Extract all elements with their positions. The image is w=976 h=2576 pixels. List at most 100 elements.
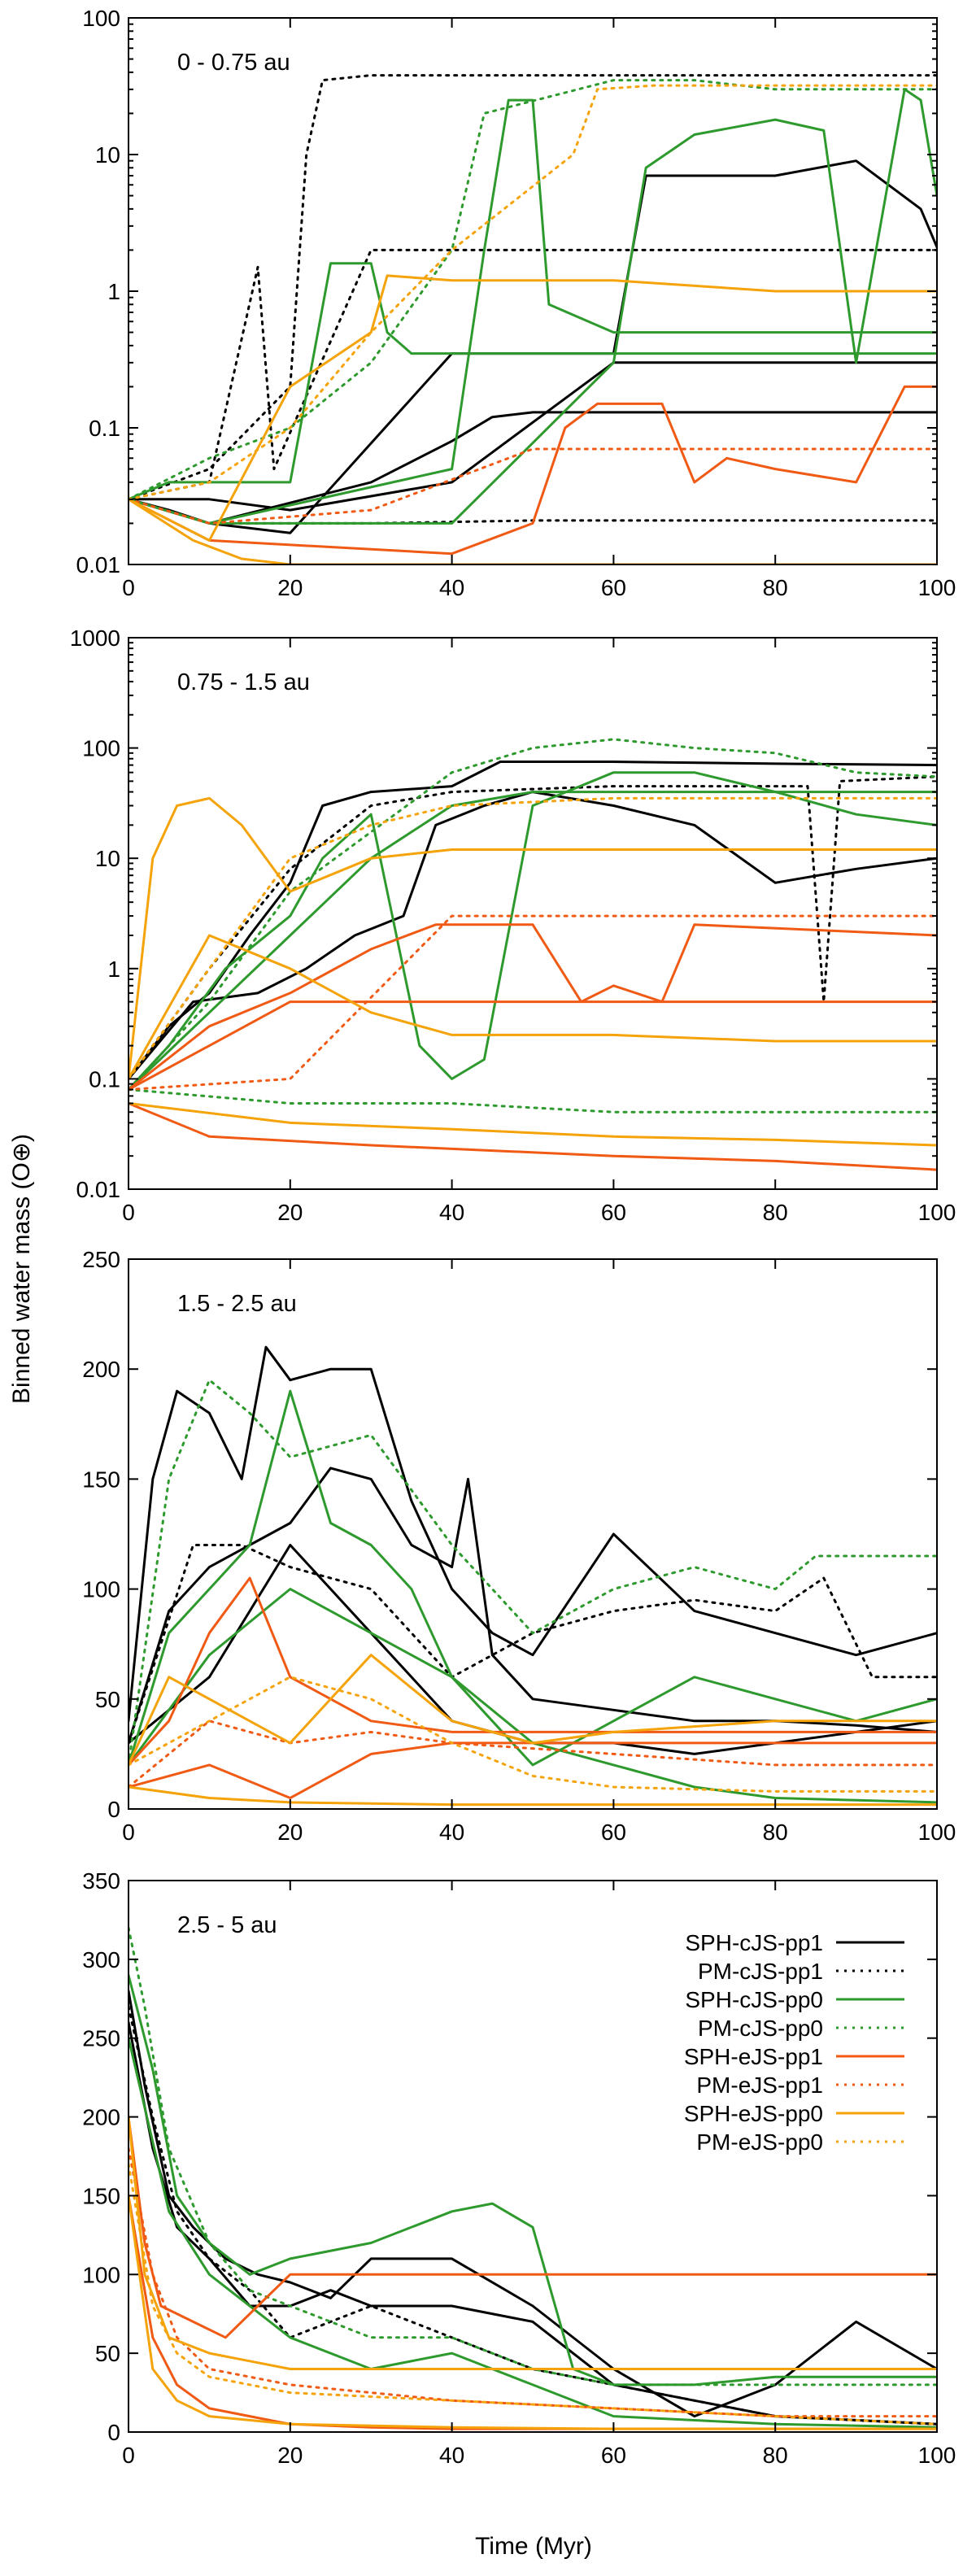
x-axis-label: Time (Myr): [475, 2533, 592, 2560]
series-line-sph-cjs-pp1: [129, 1990, 937, 2418]
series-line-sph-ejs-pp0: [129, 274, 937, 542]
series-line-pm-ejs-pp1: [129, 914, 937, 1091]
panel-title: 0.75 - 1.5 au: [177, 669, 310, 695]
x-tick-label: 40: [439, 1200, 464, 1225]
y-tick-label: 0.1: [89, 1066, 120, 1092]
series-line-pm-cjs-pp0: [129, 1088, 937, 1114]
series-line-pm-ejs-pp0: [129, 2163, 937, 2426]
series-line-sph-cjs-pp0: [129, 1389, 937, 1767]
series-group: [129, 1345, 937, 1807]
series-line-sph-ejs-pp1: [129, 1000, 937, 1091]
series-group: [129, 74, 937, 564]
series-line-sph-ejs-pp1: [129, 1102, 937, 1171]
x-tick-label: 80: [763, 1820, 788, 1845]
y-tick-label: 1: [107, 279, 120, 304]
x-tick-label: 0: [122, 575, 135, 600]
series-line-sph-ejs-pp0: [129, 2194, 937, 2430]
series-line-sph-ejs-pp0: [129, 934, 937, 1080]
panel-title: 0 - 0.75 au: [177, 50, 290, 76]
series-line-sph-cjs-pp0: [129, 2037, 937, 2429]
series-group: [129, 1926, 937, 2430]
x-tick-label: 20: [277, 2443, 303, 2468]
y-tick-label: 50: [95, 1687, 120, 1712]
series-line-pm-ejs-pp0: [129, 1676, 937, 1793]
y-tick-label: 10: [95, 846, 120, 871]
x-tick-label: 40: [439, 2443, 464, 2468]
y-tick-label: 350: [82, 1868, 120, 1894]
chart-panel-1: 0 20 40 60 80 100 0.01 0.1 1 10 100 0 - 0.75 au: [76, 6, 956, 600]
y-tick-label: 100: [82, 2262, 120, 2287]
x-tick-label: 100: [918, 1820, 956, 1845]
x-tick-label: 0: [122, 1820, 135, 1845]
y-tick-label: 200: [82, 2105, 120, 2130]
series-line-sph-ejs-pp0: [129, 1102, 937, 1147]
series-line-sph-cjs-pp1: [129, 411, 937, 525]
x-tick-label: 60: [601, 1200, 626, 1225]
series-line-sph-cjs-pp0: [129, 262, 937, 501]
plot-frame: [128, 1880, 938, 2433]
x-tick-label: 20: [277, 1200, 303, 1225]
series-line-sph-ejs-pp1: [129, 1741, 937, 1799]
series-line-sph-cjs-pp1: [129, 1345, 937, 1723]
y-axis-label: Binned water mass (O⊕): [8, 1134, 35, 1404]
series-line-pm-ejs-pp1: [129, 447, 937, 525]
series-line-sph-cjs-pp0: [129, 1588, 937, 1804]
series-line-sph-cjs-pp0: [129, 98, 937, 525]
series-line-pm-cjs-pp1: [129, 74, 937, 501]
series-line-pm-ejs-pp0: [129, 84, 937, 501]
panel-title: 1.5 - 2.5 au: [177, 1291, 297, 1317]
chart-panel-3: 0 20 40 60 80 100 0 50 100 150 200 250 1.5 - 2.5 au: [82, 1247, 956, 1845]
legend-label: PM-cJS-pp1: [698, 1959, 823, 1984]
series-line-pm-cjs-pp0: [129, 738, 937, 1091]
y-tick-label: 200: [82, 1357, 120, 1382]
series-line-sph-cjs-pp1: [129, 761, 937, 1080]
y-tick-label: 300: [82, 1947, 120, 1972]
y-tick-label: 0.01: [76, 552, 121, 578]
y-tick-label: 10: [95, 142, 120, 168]
series-line-sph-cjs-pp0: [129, 1973, 937, 2386]
x-tick-label: 60: [601, 1820, 626, 1845]
y-tick-label: 250: [82, 1247, 120, 1272]
series-line-sph-cjs-pp1: [129, 1467, 937, 1745]
series-line-pm-cjs-pp0: [129, 1379, 937, 1767]
chart-panel-2: 0 20 40 60 80 100 0.01 0.1 1 10 100 1000 0.75 - 1.5 …: [70, 625, 956, 1225]
y-tick-label: 100: [82, 736, 120, 761]
y-tick-label: 150: [82, 1467, 120, 1492]
x-tick-label: 60: [601, 2443, 626, 2468]
x-tick-label: 0: [122, 1200, 135, 1225]
series-line-sph-ejs-pp0: [129, 796, 937, 1080]
legend-label: PM-cJS-pp0: [698, 2016, 823, 2041]
legend-label: SPH-eJS-pp1: [684, 2044, 823, 2069]
y-tick-label: 100: [82, 1577, 120, 1602]
x-tick-label: 80: [763, 1200, 788, 1225]
series-line-pm-cjs-pp1: [129, 775, 937, 1080]
plot-frame: [128, 637, 938, 1190]
legend-label: SPH-cJS-pp0: [685, 1987, 823, 2012]
x-tick-label: 80: [763, 575, 788, 600]
y-tick-label: 250: [82, 2026, 120, 2051]
chart-panel-4: 0 20 40 60 80 100 0 50 100 150 200 250 300 350 2.5 - 5…: [82, 1868, 956, 2468]
legend-label: SPH-cJS-pp1: [685, 1930, 823, 1955]
x-tick-label: 100: [918, 1200, 956, 1225]
plot-frame: [128, 1258, 938, 1810]
x-tick-label: 40: [439, 1820, 464, 1845]
series-line-sph-ejs-pp0: [129, 498, 937, 564]
series-line-sph-cjs-pp1: [129, 361, 937, 512]
y-tick-label: 0: [107, 1797, 120, 1822]
y-tick-label: 1000: [70, 625, 120, 651]
series-line-sph-ejs-pp1: [129, 923, 937, 1091]
series-line-sph-ejs-pp1: [129, 1576, 937, 1767]
y-tick-label: 150: [82, 2183, 120, 2208]
x-tick-label: 20: [277, 575, 303, 600]
y-tick-label: 0.1: [89, 416, 120, 441]
x-tick-label: 80: [763, 2443, 788, 2468]
series-line-pm-ejs-pp0: [129, 796, 937, 1080]
series-line-sph-cjs-pp1: [129, 791, 937, 1080]
panel-title: 2.5 - 5 au: [177, 1912, 277, 1938]
y-tick-label: 100: [82, 6, 120, 31]
x-tick-label: 40: [439, 575, 464, 600]
y-tick-label: 1: [107, 957, 120, 982]
series-line-sph-ejs-pp1: [129, 2116, 937, 2339]
